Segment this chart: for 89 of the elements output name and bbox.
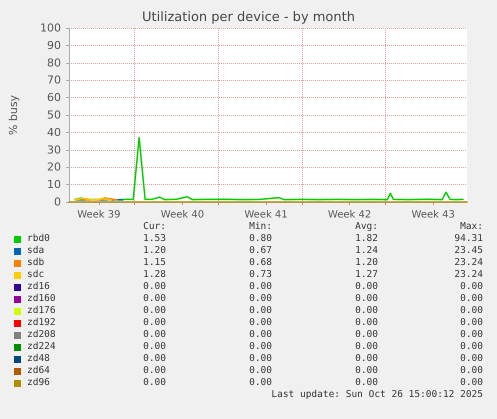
- legend-label: zd160: [27, 293, 56, 305]
- text: 0.00: [460, 305, 483, 317]
- y-tick-label: 30: [47, 143, 61, 156]
- text: 0.00: [143, 317, 166, 329]
- legend-label: sdb: [27, 257, 44, 269]
- text: 0.00: [355, 353, 378, 365]
- y-tick-label: 80: [47, 56, 61, 70]
- text: 0.80: [249, 233, 272, 245]
- y-tick-label: 20: [47, 160, 61, 174]
- legend-label: zd176: [27, 305, 56, 317]
- text: 0.00: [143, 293, 166, 305]
- legend-label: rbd0: [27, 233, 50, 245]
- text: 0.00: [249, 305, 272, 317]
- legend-label: zd16: [27, 281, 50, 293]
- text: 0.00: [460, 341, 483, 353]
- text: 0.00: [249, 293, 272, 305]
- text: 1.24: [355, 245, 378, 257]
- y-tick-label: 0: [54, 196, 61, 208]
- text: 0.00: [249, 317, 272, 329]
- text: Cur:: [143, 221, 166, 233]
- y-tick-label: 50: [47, 108, 61, 122]
- text: 0.00: [143, 377, 166, 389]
- text: 23.24: [454, 257, 483, 269]
- text: 0.00: [249, 281, 272, 293]
- text: 0.00: [143, 365, 166, 377]
- y-tick-label: 40: [47, 126, 61, 139]
- legend-label: zd64: [27, 365, 50, 377]
- x-tick-label: Week 39: [77, 210, 121, 220]
- text: 0.00: [460, 281, 483, 293]
- text: 0.00: [460, 353, 483, 365]
- text: 0.00: [460, 377, 483, 389]
- text: 0.73: [249, 269, 272, 281]
- text: 0.00: [143, 281, 166, 293]
- x-tick-label: Week 41: [244, 210, 288, 220]
- text: 1.15: [143, 257, 166, 269]
- text: 94.31: [454, 233, 483, 245]
- chart-title: Utilization per device - by month: [142, 10, 355, 25]
- text: 23.24: [454, 269, 483, 281]
- y-tick-label: 60: [47, 91, 61, 104]
- text: 0.00: [460, 329, 483, 341]
- text: 1.27: [355, 269, 378, 281]
- text: 0.00: [355, 281, 378, 293]
- y-axis-title: % busy: [7, 94, 20, 136]
- text: Avg:: [355, 221, 378, 233]
- y-tick-label: 100: [40, 22, 61, 34]
- legend-label: sda: [27, 245, 44, 257]
- text: 0.00: [460, 317, 483, 329]
- text: 1.28: [143, 269, 166, 281]
- y-tick-label: 10: [47, 178, 61, 192]
- text: 0.00: [355, 377, 378, 389]
- text: 23.45: [454, 245, 483, 257]
- text: 1.20: [143, 245, 166, 257]
- x-tick-label: Week 43: [412, 210, 455, 220]
- legend-label: zd48: [27, 353, 50, 365]
- text: 0.00: [355, 341, 378, 353]
- text: 0.67: [249, 245, 272, 257]
- text: 0.00: [355, 293, 378, 305]
- text: 0.00: [249, 329, 272, 341]
- text: 1.82: [355, 233, 378, 245]
- text: 0.00: [143, 341, 166, 353]
- legend-label: zd96: [27, 377, 50, 389]
- legend-label: sdc: [27, 269, 44, 281]
- text: 0.00: [355, 365, 378, 377]
- text: Max:: [460, 221, 483, 233]
- text: 0.00: [143, 353, 166, 365]
- x-tick-label: Week 42: [328, 210, 372, 220]
- legend-label: zd192: [27, 317, 56, 329]
- text: 0.00: [143, 329, 166, 341]
- text: 0.00: [355, 329, 378, 341]
- y-tick-label: 70: [47, 74, 61, 87]
- text: 0.00: [249, 377, 272, 389]
- line-series: [74, 136, 464, 200]
- text: 0.00: [143, 305, 166, 317]
- legend-label: zd224: [27, 341, 56, 353]
- text: 0.00: [249, 353, 272, 365]
- text: 0.68: [249, 257, 272, 269]
- text: Last update: Sun Oct 26 15:00:12 2025: [271, 389, 483, 401]
- text: 0.00: [460, 365, 483, 377]
- text: 0.00: [355, 305, 378, 317]
- legend-label: zd208: [27, 329, 56, 341]
- text: 0.00: [249, 341, 272, 353]
- text: 0.00: [460, 293, 483, 305]
- text: 1.20: [355, 257, 378, 269]
- x-tick-label: Week 40: [160, 210, 204, 220]
- y-tick-label: 90: [47, 38, 61, 52]
- text: 0.00: [355, 317, 378, 329]
- text: 0.00: [249, 365, 272, 377]
- text: Min:: [249, 221, 272, 233]
- text: 1.53: [143, 233, 166, 245]
